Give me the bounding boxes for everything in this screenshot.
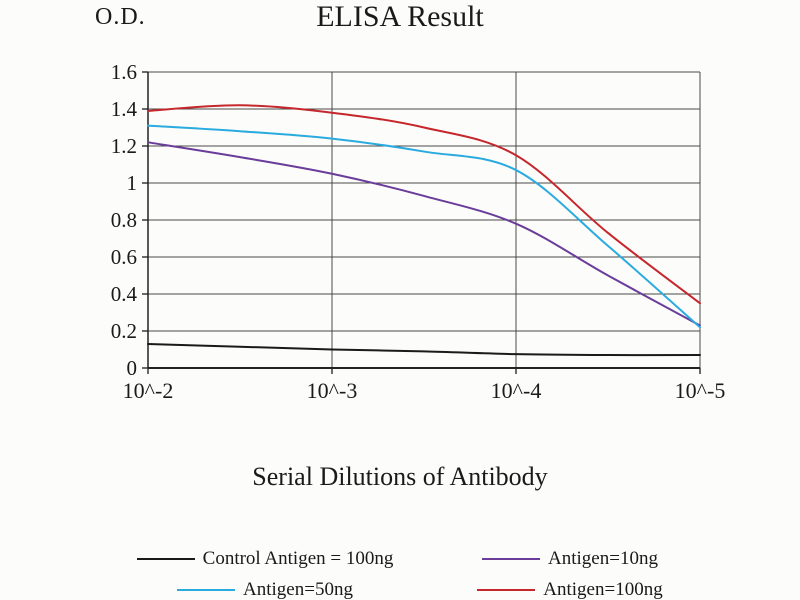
y-tick-label: 0.2 [111, 319, 137, 343]
legend-label: Antigen=10ng [548, 548, 658, 569]
legend-line-swatch [136, 558, 195, 560]
chart-title: ELISA Result [316, 0, 484, 33]
x-tick-label: 10^-5 [675, 378, 726, 403]
y-tick-label: 0.6 [111, 245, 137, 269]
y-tick-label: 1.4 [111, 97, 138, 121]
legend-line-swatch [482, 558, 541, 560]
y-axis-title: O.D. [95, 4, 146, 30]
y-tick-label: 0.8 [111, 208, 137, 232]
series-line-antigen-50ng [147, 124, 701, 329]
legend-line-swatch [177, 589, 236, 591]
x-tick-label: 10^-4 [491, 378, 542, 403]
legend-item-control-antigen-100ng: Control Antigen = 100ng [100, 546, 430, 572]
y-tick-label: 1.2 [111, 134, 137, 158]
series-line-antigen-100ng [147, 104, 701, 305]
y-tick-label: 1.6 [111, 60, 137, 84]
legend-label: Antigen=100ng [543, 579, 663, 600]
legend-line-swatch [477, 589, 536, 591]
x-tick-label: 10^-2 [123, 378, 174, 403]
legend-item-antigen-50ng: Antigen=50ng [100, 577, 430, 600]
legend-label: Antigen=50ng [243, 579, 353, 600]
y-tick-label: 1 [127, 171, 138, 195]
legend-item-antigen-10ng: Antigen=10ng [430, 546, 710, 572]
series-line-antigen-10ng [147, 141, 701, 327]
legend-label: Control Antigen = 100ng [202, 548, 394, 569]
y-tick-label: 0.4 [111, 282, 138, 306]
series-line-control-antigen-100ng [147, 342, 701, 357]
x-tick-label: 10^-3 [307, 378, 358, 403]
legend-item-antigen-100ng: Antigen=100ng [430, 577, 710, 600]
y-tick-label: 0 [127, 356, 138, 380]
x-axis-title: Serial Dilutions of Antibody [252, 462, 548, 491]
chart-legend: Control Antigen = 100ng Antigen=10ng Ant… [100, 546, 710, 600]
